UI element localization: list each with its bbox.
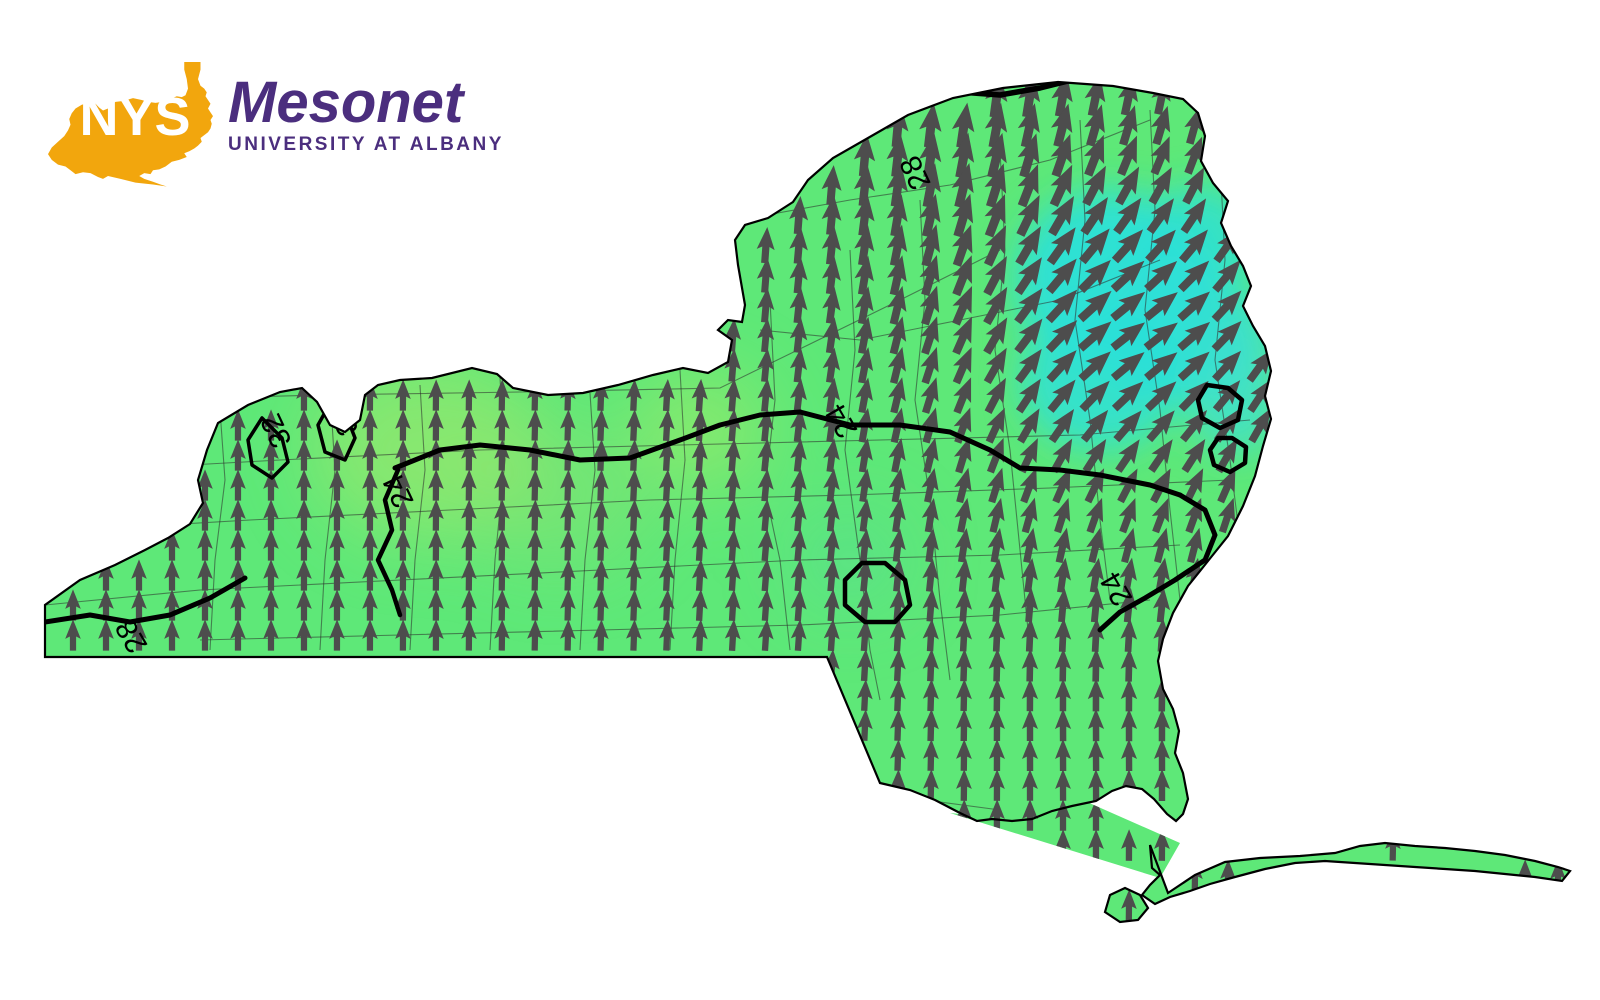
svg-text:NYS: NYS [79,87,190,147]
svg-text:Mesonet: Mesonet [228,70,466,135]
svg-text:UNIVERSITY AT ALBANY: UNIVERSITY AT ALBANY [228,134,504,155]
